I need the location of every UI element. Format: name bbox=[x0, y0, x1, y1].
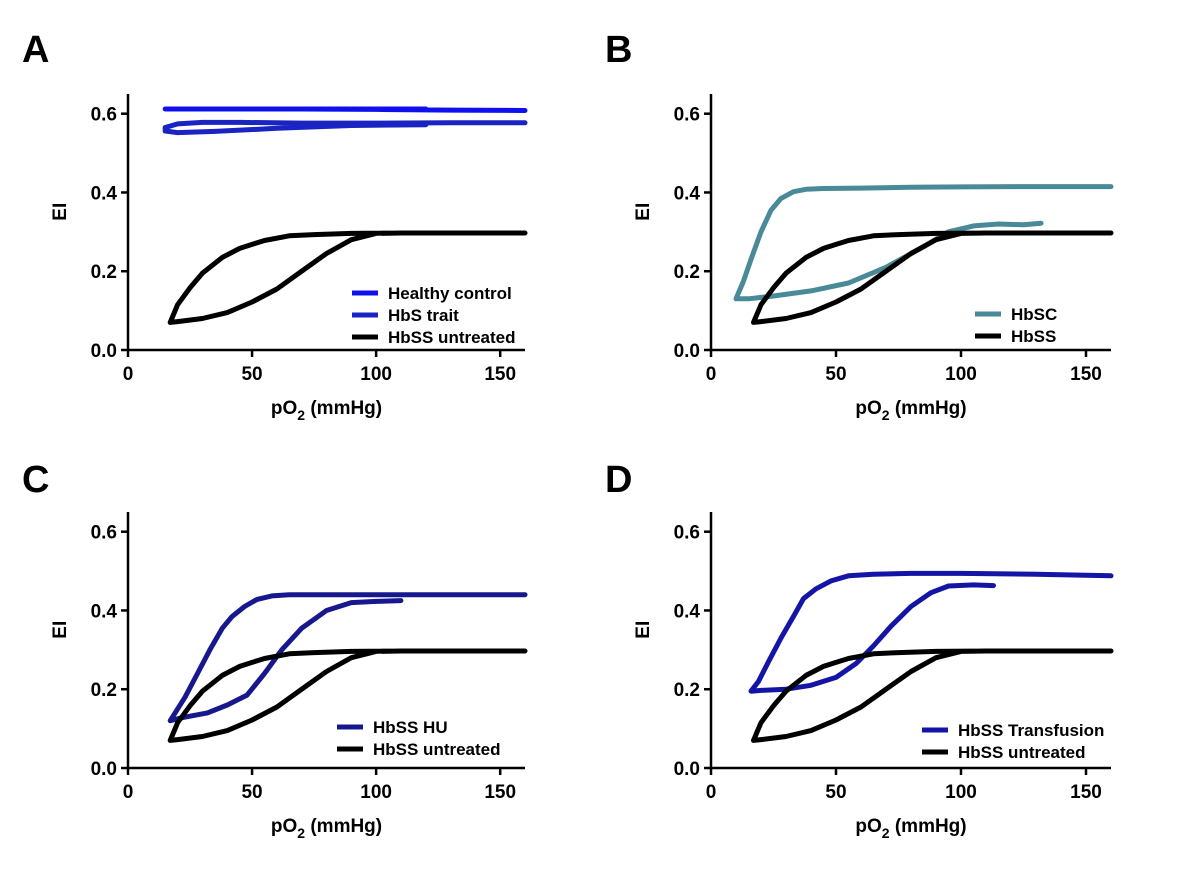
x-tick-label: 0 bbox=[706, 364, 717, 385]
y-tick-label: 0.2 bbox=[674, 680, 700, 701]
legend-label: HbS trait bbox=[388, 306, 459, 325]
x-axis-title: pO2 (mmHg) bbox=[855, 816, 966, 841]
x-axis-title: pO2 (mmHg) bbox=[271, 816, 382, 841]
y-axis-title: EI bbox=[633, 203, 654, 221]
x-tick-label: 50 bbox=[241, 782, 262, 803]
legend-label: HbSS untreated bbox=[388, 328, 516, 347]
x-tick-label: 100 bbox=[945, 364, 977, 385]
x-tick-label: 100 bbox=[360, 782, 392, 803]
legend-label: HbSC bbox=[1011, 305, 1057, 324]
y-tick-label: 0.0 bbox=[674, 341, 700, 362]
series-line-hbss-untreated bbox=[167, 230, 528, 325]
x-tick-label: 100 bbox=[945, 782, 977, 803]
y-tick-label: 0.6 bbox=[674, 523, 700, 544]
x-tick-label: 150 bbox=[1070, 364, 1102, 385]
x-tick-label: 0 bbox=[706, 782, 717, 803]
panel-c: C 0 50 100 150 0.0 0.2 0.4 0.6 EI pO2 (mmHg) HbSS H… bbox=[22, 459, 528, 841]
x-tick-label: 150 bbox=[484, 782, 516, 803]
legend-label: HbSS untreated bbox=[958, 743, 1086, 762]
y-tick-label: 0.2 bbox=[674, 262, 700, 283]
x-axis-title: pO2 (mmHg) bbox=[855, 398, 966, 423]
legend-label: Healthy control bbox=[388, 284, 512, 303]
legend-label: HbSS bbox=[1011, 327, 1056, 346]
panel-letter: A bbox=[22, 29, 49, 71]
x-tick-label: 150 bbox=[484, 364, 516, 385]
y-tick-label: 0.0 bbox=[91, 759, 117, 780]
y-tick-label: 0.2 bbox=[91, 680, 117, 701]
x-tick-label: 100 bbox=[360, 364, 392, 385]
y-tick-label: 0.4 bbox=[91, 601, 118, 622]
x-tick-label: 150 bbox=[1070, 782, 1102, 803]
panel-d: D 0 50 100 150 0.0 0.2 0.4 0.6 EI pO2 (mmHg) HbSS T… bbox=[605, 459, 1114, 841]
legend-label: HbSS Transfusion bbox=[958, 721, 1104, 740]
x-tick-label: 0 bbox=[123, 782, 134, 803]
y-axis-title: EI bbox=[633, 621, 654, 639]
y-axis-title: EI bbox=[50, 621, 71, 639]
y-tick-label: 0.4 bbox=[91, 183, 118, 204]
legend-label: HbSS HU bbox=[373, 718, 448, 737]
y-tick-label: 0.6 bbox=[91, 105, 117, 126]
x-tick-label: 50 bbox=[241, 364, 262, 385]
panel-a: A 0 50 100 150 0.0 0.2 0.4 0.6 EI pO2 (mmHg) Health… bbox=[22, 29, 528, 423]
x-tick-label: 50 bbox=[825, 782, 846, 803]
y-tick-label: 0.0 bbox=[91, 341, 117, 362]
x-tick-label: 50 bbox=[825, 364, 846, 385]
series-line-hbss-transfusion bbox=[748, 570, 1114, 694]
y-axis-title: EI bbox=[50, 203, 71, 221]
x-axis-title: pO2 (mmHg) bbox=[271, 398, 382, 423]
panel-b: B 0 50 100 150 0.0 0.2 0.4 0.6 EI pO2 (mmHg) HbSC Hb… bbox=[605, 29, 1114, 423]
series-line-hbss bbox=[751, 230, 1114, 325]
series-line-hbsc bbox=[733, 184, 1114, 302]
x-tick-label: 0 bbox=[123, 364, 134, 385]
panel-letter: B bbox=[605, 29, 632, 71]
series-line-hbss-untreated bbox=[751, 648, 1114, 743]
panel-letter: D bbox=[605, 459, 632, 501]
series-line-healthy-control bbox=[162, 106, 528, 113]
panel-letter: C bbox=[22, 459, 49, 501]
y-tick-label: 0.2 bbox=[91, 262, 117, 283]
y-tick-label: 0.4 bbox=[674, 183, 701, 204]
series-line-hbss-untreated bbox=[167, 648, 528, 743]
y-tick-label: 0.0 bbox=[674, 759, 700, 780]
legend-label: HbSS untreated bbox=[373, 740, 501, 759]
y-tick-label: 0.6 bbox=[674, 105, 700, 126]
series-line-hbss-hu bbox=[167, 592, 528, 724]
y-tick-label: 0.6 bbox=[91, 523, 117, 544]
series-line-hbs-trait bbox=[162, 119, 528, 136]
y-tick-label: 0.4 bbox=[674, 601, 701, 622]
